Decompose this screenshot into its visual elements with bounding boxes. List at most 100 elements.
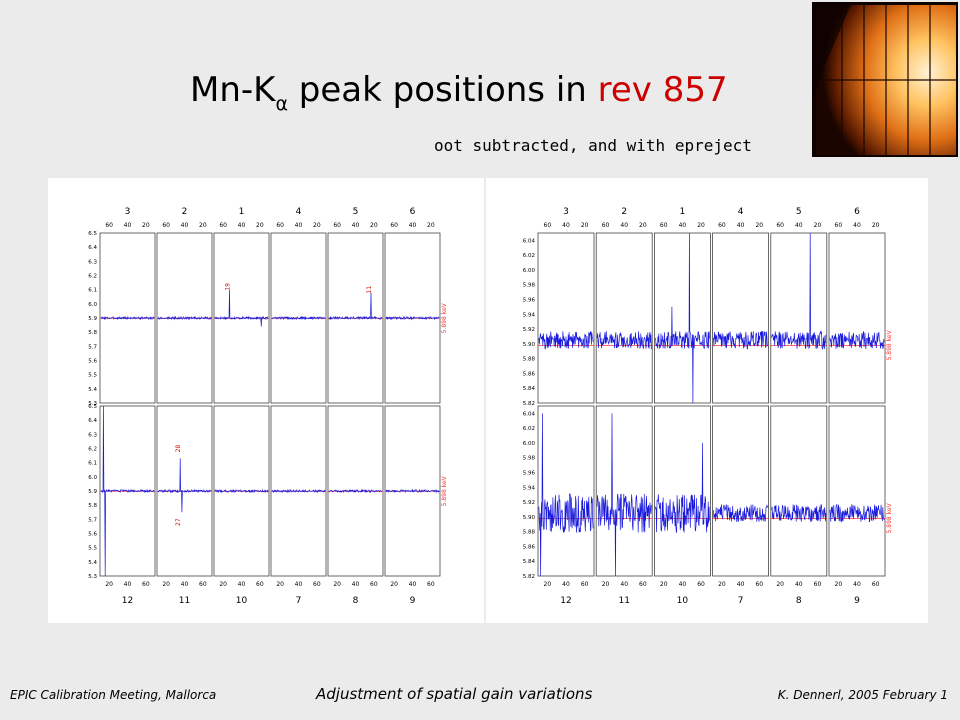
y-tick-label: 5.92 <box>523 327 535 333</box>
y-tick-label: 5.94 <box>523 485 536 491</box>
x-tick-label: 40 <box>562 222 570 229</box>
x-tick-label: 40 <box>352 222 360 229</box>
x-tick-label: 60 <box>256 581 264 588</box>
x-tick-label: 40 <box>181 222 189 229</box>
x-tick-label: 40 <box>295 581 303 588</box>
y-tick-label: 5.8 <box>88 330 97 336</box>
y-tick-label: 5.84 <box>523 559 536 565</box>
y-tick-label: 5.9 <box>88 489 97 495</box>
x-tick-label: 20 <box>776 581 784 588</box>
y-tick-label: 6.00 <box>523 268 536 274</box>
x-tick-label: 60 <box>755 581 763 588</box>
y-tick-label: 5.92 <box>523 500 535 506</box>
y-tick-label: 6.0 <box>88 475 97 481</box>
x-tick-label: 60 <box>390 222 398 229</box>
series-trace <box>100 315 155 321</box>
y-tick-label: 5.82 <box>523 401 535 407</box>
chart-zoomed: 3 2 1 4 5 6 12 11 10 7 8 9 60 40 20 20 40 60 60 40 20 20 40 60 6… <box>523 207 893 606</box>
x-tick-label: 60 <box>544 222 552 229</box>
x-tick-label: 60 <box>718 222 726 229</box>
x-tick-label: 20 <box>313 222 321 229</box>
x-tick-label: 20 <box>256 222 264 229</box>
x-tick-label: 40 <box>795 581 803 588</box>
series-trace <box>214 289 269 327</box>
x-tick-label: 40 <box>853 581 861 588</box>
x-tick-label: 20 <box>639 222 647 229</box>
ccd-label: 2 <box>182 207 188 217</box>
x-tick-label: 60 <box>814 581 822 588</box>
ccd-label: 11 <box>179 596 190 606</box>
x-tick-label: 20 <box>581 222 589 229</box>
x-tick-label: 20 <box>660 581 668 588</box>
ccd-label: 1 <box>239 207 245 217</box>
series-trace <box>596 331 652 350</box>
x-tick-label: 20 <box>162 581 170 588</box>
y-tick-label: 5.6 <box>88 359 97 365</box>
ccd-label: 11 <box>618 596 629 606</box>
ccd-label: 10 <box>677 596 689 606</box>
y-tick-label: 5.8 <box>88 503 97 509</box>
series-trace <box>385 315 440 321</box>
ccd-panel <box>595 405 653 577</box>
y-tick-label: 6.04 <box>523 238 536 244</box>
y-tick-label: 5.96 <box>523 298 536 304</box>
detector-image <box>812 2 958 157</box>
y-tick-label: 5.98 <box>523 456 536 462</box>
series-trace <box>328 292 383 321</box>
ccd-label: 3 <box>125 207 131 217</box>
x-tick-label: 20 <box>602 581 610 588</box>
series-trace <box>385 488 440 494</box>
x-tick-label: 40 <box>679 581 687 588</box>
x-tick-label: 20 <box>199 222 207 229</box>
footer-topic: Adjustment of spatial gain variations <box>316 685 593 703</box>
x-tick-label: 60 <box>776 222 784 229</box>
ccd-label: 4 <box>296 207 302 217</box>
ccd-panel <box>828 232 886 404</box>
ccd-label: 3 <box>563 207 569 217</box>
ccd-panel <box>770 232 828 404</box>
x-tick-label: 20 <box>427 222 435 229</box>
x-tick-label: 40 <box>795 222 803 229</box>
ccd-panel <box>654 405 711 577</box>
ccd-label: 9 <box>410 596 416 606</box>
x-tick-label: 40 <box>238 222 246 229</box>
x-tick-label: 20 <box>718 581 726 588</box>
series-trace <box>271 315 326 321</box>
ccd-panel <box>595 232 653 404</box>
y-tick-label: 5.82 <box>523 574 535 580</box>
ccd-panel <box>654 232 711 404</box>
y-tick-label: 6.5 <box>88 404 97 410</box>
series-trace <box>100 405 155 577</box>
ccd-panel <box>828 405 886 577</box>
x-tick-label: 40 <box>853 222 861 229</box>
title-subscript: α <box>275 93 288 115</box>
y-tick-label: 5.88 <box>523 530 536 536</box>
x-tick-label: 60 <box>835 222 843 229</box>
y-tick-label: 6.3 <box>88 432 97 438</box>
y-tick-label: 5.88 <box>523 357 536 363</box>
y-tick-label: 5.94 <box>523 312 536 318</box>
title-main: Mn-K <box>190 70 276 110</box>
x-tick-label: 60 <box>162 222 170 229</box>
ccd-label: 2 <box>621 207 627 217</box>
series-trace <box>713 504 769 523</box>
y-tick-label: 5.86 <box>523 371 536 377</box>
x-tick-label: 40 <box>295 222 303 229</box>
chart-figure: 3 2 1 4 5 6 12 11 10 7 8 9 60 40 20 20 40 60 60 40 20 20 40 60 6… <box>48 178 928 623</box>
ccd-label: 7 <box>738 596 744 606</box>
x-tick-label: 20 <box>872 222 880 229</box>
y-tick-label: 5.7 <box>88 344 97 350</box>
series-trace <box>829 504 885 523</box>
y-tick-label: 6.3 <box>88 259 97 265</box>
ccd-label: 5 <box>353 207 359 217</box>
ccd-label: 4 <box>738 207 744 217</box>
y-tick-label: 5.86 <box>523 544 536 550</box>
x-tick-label: 40 <box>562 581 570 588</box>
spike-annotation: 11 <box>366 286 373 294</box>
ccd-panel <box>537 232 595 404</box>
x-tick-label: 20 <box>835 581 843 588</box>
ccd-panel <box>712 405 769 577</box>
y-tick-label: 5.5 <box>88 373 97 379</box>
